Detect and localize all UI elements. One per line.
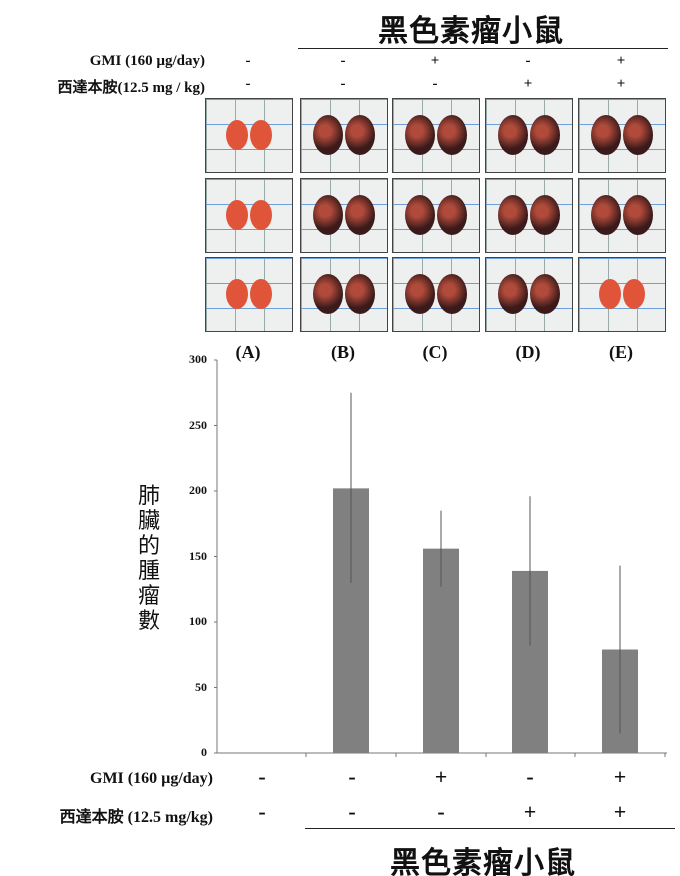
lung-photo: [205, 98, 293, 173]
y-tick-label: 100: [189, 614, 207, 628]
lung-photo: [300, 257, 388, 332]
lung-lobe: [405, 115, 435, 155]
top-gmi-sign: +: [616, 53, 626, 69]
lung-lobe: [250, 279, 272, 309]
group-label: (A): [235, 342, 261, 362]
y-tick-label: 0: [201, 745, 207, 759]
lung-lobe: [591, 195, 621, 235]
bottom-gmi-sign: +: [613, 764, 627, 789]
lung-lobe: [498, 115, 528, 155]
lung-lobe: [437, 274, 467, 314]
lung-photo: [578, 98, 666, 173]
bottom-drug-sign: +: [613, 799, 627, 824]
lung-photo: [392, 257, 480, 332]
y-tick-label: 200: [189, 483, 207, 497]
top-drug-sign: -: [432, 76, 438, 92]
bottom-group-line: [305, 828, 675, 829]
bottom-drug-sign: -: [437, 799, 445, 824]
top-gmi-sign: -: [525, 53, 531, 69]
lung-lobe: [226, 120, 248, 150]
y-tick-label: 250: [189, 417, 207, 432]
group-label: (B): [331, 342, 355, 362]
group-label: (E): [609, 342, 633, 362]
y-tick-label: 300: [189, 352, 207, 366]
lung-lobe: [250, 200, 272, 230]
y-axis-label: 肺臟的腫瘤數: [137, 483, 160, 633]
top-drug-sign: -: [245, 76, 251, 92]
lung-photo: [485, 178, 573, 253]
lung-photo: [205, 178, 293, 253]
top-gmi-sign: -: [245, 53, 251, 69]
lung-lobe: [530, 195, 560, 235]
lung-lobe: [345, 274, 375, 314]
group-label: (C): [422, 342, 448, 362]
lung-lobe: [591, 115, 621, 155]
lung-lobe: [530, 115, 560, 155]
lung-lobe: [437, 115, 467, 155]
lung-photo: [392, 98, 480, 173]
top-gmi-sign: +: [430, 53, 440, 69]
lung-photo: [578, 257, 666, 332]
bottom-drug-label: 西達本胺 (12.5 mg/kg): [59, 809, 213, 826]
lung-lobe: [405, 274, 435, 314]
lung-lobe: [623, 115, 653, 155]
lung-photo: [578, 178, 666, 253]
top-gmi-sign: -: [340, 53, 346, 69]
lung-lobe: [530, 274, 560, 314]
bottom-gmi-sign: -: [348, 764, 356, 789]
lung-photo: [485, 257, 573, 332]
lung-lobe: [437, 195, 467, 235]
lung-lobe: [226, 200, 248, 230]
lung-lobe: [498, 195, 528, 235]
lung-photo: [300, 98, 388, 173]
top-drug-label: 西達本胺(12.5 mg / kg): [57, 80, 206, 96]
lung-lobe: [313, 115, 343, 155]
lung-photo: [485, 98, 573, 173]
bottom-drug-sign: -: [348, 799, 356, 824]
lung-lobe: [623, 195, 653, 235]
bottom-drug-sign: +: [523, 799, 537, 824]
top-gmi-label: GMI (160 µg/day): [89, 53, 205, 69]
y-tick-label: 50: [195, 679, 207, 694]
bottom-gmi-sign: -: [258, 764, 266, 789]
lung-lobe: [405, 195, 435, 235]
lung-lobe: [250, 120, 272, 150]
bottom-gmi-sign: -: [526, 764, 534, 789]
lung-lobe: [498, 274, 528, 314]
lung-lobe: [599, 279, 621, 309]
top-drug-sign: -: [340, 76, 346, 92]
bottom-gmi-label: GMI (160 µg/day): [90, 770, 213, 787]
group-label: (D): [515, 342, 541, 362]
top-title: 黑色素瘤小鼠: [378, 15, 564, 48]
lung-photo: [392, 178, 480, 253]
y-tick-label: 150: [189, 548, 207, 563]
lung-lobe: [345, 195, 375, 235]
lung-lobe: [313, 195, 343, 235]
bottom-drug-sign: -: [258, 799, 266, 824]
lung-photo: [300, 178, 388, 253]
top-drug-sign: +: [616, 76, 626, 92]
bottom-title: 黑色素瘤小鼠: [390, 847, 576, 876]
lung-photo: [205, 257, 293, 332]
lung-lobe: [623, 279, 645, 309]
top-group-line: [298, 48, 668, 49]
bottom-gmi-sign: +: [434, 764, 448, 789]
top-drug-sign: +: [523, 76, 533, 92]
lung-lobe: [313, 274, 343, 314]
lung-lobe: [345, 115, 375, 155]
lung-lobe: [226, 279, 248, 309]
